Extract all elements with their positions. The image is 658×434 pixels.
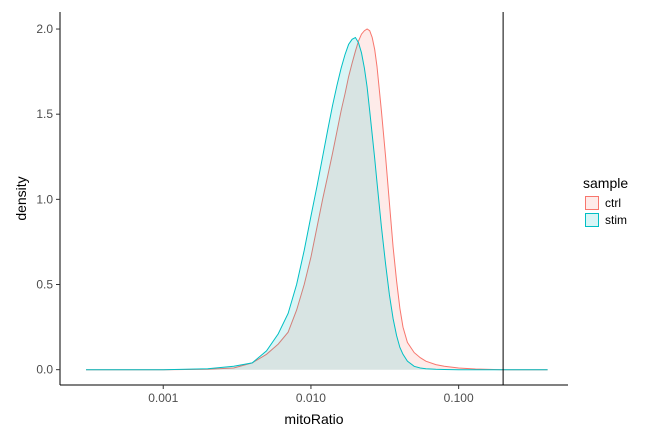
legend-key-ctrl (585, 196, 599, 210)
legend-key-bg-stim (585, 213, 599, 227)
legend: sample ctrl stim (583, 175, 628, 227)
y-tick-label: 0.0 (36, 363, 53, 377)
x-axis-title: mitoRatio (284, 411, 343, 427)
legend-title: sample (583, 175, 628, 191)
x-tick-label: 0.001 (148, 391, 178, 405)
density-area-stim (86, 37, 548, 370)
legend-key-stim (585, 213, 599, 227)
density-line-stim (86, 36, 548, 371)
y-tick-label: 1.0 (36, 192, 53, 206)
x-tick-label: 0.100 (444, 391, 474, 405)
density-line-ctrl (86, 28, 548, 371)
density-area-ctrl (86, 29, 548, 370)
y-tick-label: 1.5 (36, 107, 53, 121)
legend-key-bg-ctrl (585, 196, 599, 210)
plot-area (86, 12, 548, 385)
y-tick-label: 2.0 (36, 22, 53, 36)
axes (59, 12, 568, 386)
y-tick-label: 0.5 (36, 278, 53, 292)
ticks: 0.0 0.5 1.0 1.5 2.0 0.001 0.010 0.100 (36, 22, 474, 405)
y-axis-title: density (13, 176, 29, 220)
x-tick-label: 0.010 (296, 391, 326, 405)
legend-label-stim: stim (605, 213, 627, 227)
legend-label-ctrl: ctrl (605, 196, 621, 210)
